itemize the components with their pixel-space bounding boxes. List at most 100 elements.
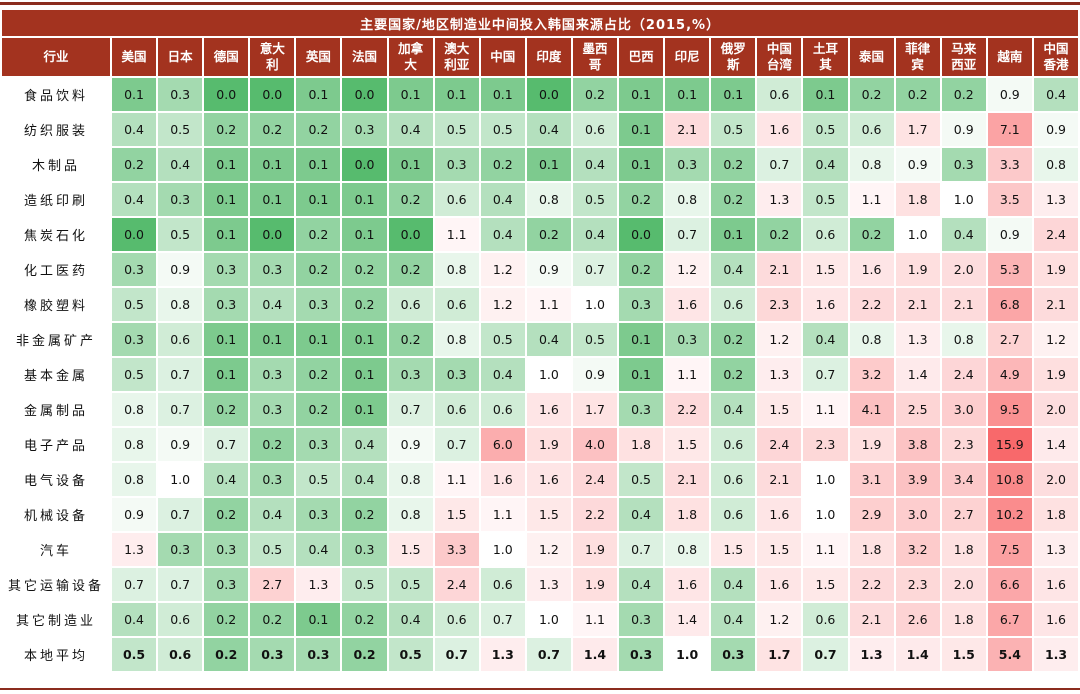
- heatmap-cell: 1.4: [895, 358, 940, 391]
- heatmap-cell: 0.4: [619, 498, 664, 531]
- row-label: 汽车: [2, 533, 110, 566]
- heatmap-cell: 0.4: [342, 463, 387, 496]
- table-row: 电气设备 0.8 1.0 0.4 0.3 0.5 0.4 0.8 1.1 1.6 1.6 2.4 0.5…: [2, 463, 1079, 496]
- heatmap-cell: 0.3: [711, 638, 756, 671]
- heatmap-cell: 0.4: [711, 253, 756, 286]
- heatmap-cell: 0.6: [711, 498, 756, 531]
- table-row: 机械设备 0.9 0.7 0.2 0.4 0.3 0.2 0.8 1.5 1.1 1.5 2.2 0.4…: [2, 498, 1079, 531]
- heatmap-cell: 1.3: [895, 323, 940, 356]
- heatmap-cell: 0.1: [619, 358, 664, 391]
- heatmap-cell: 0.6: [158, 323, 203, 356]
- column-header-line: 菲律: [905, 41, 931, 56]
- heatmap-cell: 5.3: [987, 253, 1032, 286]
- heatmap-cell: 0.1: [296, 603, 341, 636]
- heatmap-cell: 1.0: [526, 358, 571, 391]
- heatmap-cell: 0.9: [941, 113, 986, 146]
- heatmap-cell: 0.2: [342, 638, 387, 671]
- heatmap-cell: 0.8: [112, 393, 157, 426]
- heatmap-cell: 0.8: [388, 498, 433, 531]
- heatmap-cell: 0.5: [296, 463, 341, 496]
- heatmap-cell: 1.7: [895, 113, 940, 146]
- heatmap-cell: 0.0: [388, 218, 433, 251]
- row-label: 化工医药: [2, 253, 110, 286]
- table-row: 食品饮料 0.1 0.3 0.0 0.0 0.1 0.0 0.1 0.1 0.1 0.0 0.2 0.1…: [2, 78, 1079, 111]
- heatmap-cell: 0.1: [619, 113, 664, 146]
- column-header-5: 法国: [342, 38, 387, 76]
- heatmap-cell: 0.7: [158, 568, 203, 601]
- table-row: 基本金属 0.5 0.7 0.1 0.3 0.2 0.1 0.3 0.3 0.4 1.0 0.9 0.1…: [2, 358, 1079, 391]
- table-row: 汽车 1.3 0.3 0.3 0.5 0.4 0.3 1.5 3.3 1.0 1.2 1.9 0.7 0.…: [2, 533, 1079, 566]
- heatmap-cell: 1.5: [711, 533, 756, 566]
- column-header-14: 中国 台湾: [757, 38, 802, 76]
- heatmap-cell: 0.3: [158, 533, 203, 566]
- heatmap-cell: 4.1: [849, 393, 894, 426]
- column-header-line: 美国: [121, 49, 147, 64]
- heatmap-cell: 0.5: [158, 218, 203, 251]
- heatmap-cell: 0.2: [572, 78, 618, 111]
- column-header-line: 意大: [259, 41, 285, 56]
- heatmap-cell: 0.4: [941, 218, 986, 251]
- heatmap-cell: 0.6: [434, 393, 479, 426]
- column-header-line: 其: [819, 57, 832, 72]
- row-label: 焦炭石化: [2, 218, 110, 251]
- heatmap-cell: 0.0: [619, 218, 664, 251]
- heatmap-cell: 0.1: [342, 323, 387, 356]
- heatmap-cell: 0.7: [388, 393, 433, 426]
- heatmap-cell: 1.1: [665, 358, 710, 391]
- table-row: 化工医药 0.3 0.9 0.3 0.3 0.2 0.2 0.2 0.8 1.2 0.9 0.7 0.2…: [2, 253, 1079, 286]
- column-header-11: 巴西: [619, 38, 664, 76]
- heatmap-cell: 1.6: [849, 253, 894, 286]
- heatmap-cell: 0.3: [296, 288, 341, 321]
- column-header-1: 日本: [158, 38, 203, 76]
- heatmap-cell: 1.2: [665, 253, 710, 286]
- chart-title: 主要国家/地区制造业中间投入韩国来源占比（2015,%）: [2, 10, 1079, 36]
- heatmap-cell: 0.1: [526, 148, 571, 181]
- heatmap-cell: 2.1: [665, 463, 710, 496]
- heatmap-cell: 0.5: [158, 113, 203, 146]
- bottom-frame-line: [0, 688, 1080, 690]
- heatmap-cell: 0.1: [204, 358, 249, 391]
- heatmap-cell: 0.2: [388, 253, 433, 286]
- heatmap-cell: 0.4: [388, 113, 433, 146]
- heatmap-cell: 1.9: [1033, 358, 1079, 391]
- column-header-line: 哥: [588, 57, 602, 72]
- heatmap-cell: 1.5: [526, 498, 571, 531]
- column-header-19: 越南: [987, 38, 1032, 76]
- heatmap-cell: 0.1: [388, 78, 433, 111]
- heatmap-cell: 0.3: [619, 638, 664, 671]
- heatmap-cell: 2.3: [895, 568, 940, 601]
- column-header-line: 中国: [490, 49, 516, 64]
- heatmap-cell: 0.6: [711, 463, 756, 496]
- heatmap-cell: 1.6: [526, 393, 571, 426]
- heatmap-cell: 0.5: [803, 183, 848, 216]
- heatmap-cell: 0.8: [434, 323, 479, 356]
- heatmap-cell: 0.1: [342, 358, 387, 391]
- heatmap-cell: 0.2: [296, 358, 341, 391]
- column-header-line: 利: [266, 57, 279, 72]
- heatmap-cell: 0.2: [296, 218, 341, 251]
- heatmap-cell: 0.7: [434, 638, 479, 671]
- heatmap-cell: 1.1: [803, 393, 848, 426]
- heatmap-cell: 0.7: [803, 358, 848, 391]
- column-header-7: 澳大 利亚: [434, 38, 479, 76]
- row-label: 其它运输设备: [2, 568, 110, 601]
- heatmap-cell: 1.9: [572, 533, 618, 566]
- heatmap-cell: 0.3: [619, 393, 664, 426]
- heatmap-cell: 0.3: [250, 393, 295, 426]
- heatmap-cell: 2.3: [941, 428, 986, 461]
- heatmap-cell: 0.2: [619, 183, 664, 216]
- heatmap-cell: 0.1: [342, 183, 387, 216]
- column-header-2: 德国: [204, 38, 249, 76]
- heatmap-cell: 1.4: [895, 638, 940, 671]
- heatmap-cell: 1.6: [665, 568, 710, 601]
- heatmap-cell: 2.1: [941, 288, 986, 321]
- heatmap-cell: 0.1: [296, 323, 341, 356]
- heatmap-cell: 0.7: [112, 568, 157, 601]
- heatmap-cell: 0.4: [803, 323, 848, 356]
- heatmap-cell: 1.5: [388, 533, 433, 566]
- heatmap-cell: 1.8: [619, 428, 664, 461]
- heatmap-cell: 0.3: [342, 113, 387, 146]
- heatmap-cell: 0.0: [250, 218, 295, 251]
- heatmap-cell: 0.8: [526, 183, 571, 216]
